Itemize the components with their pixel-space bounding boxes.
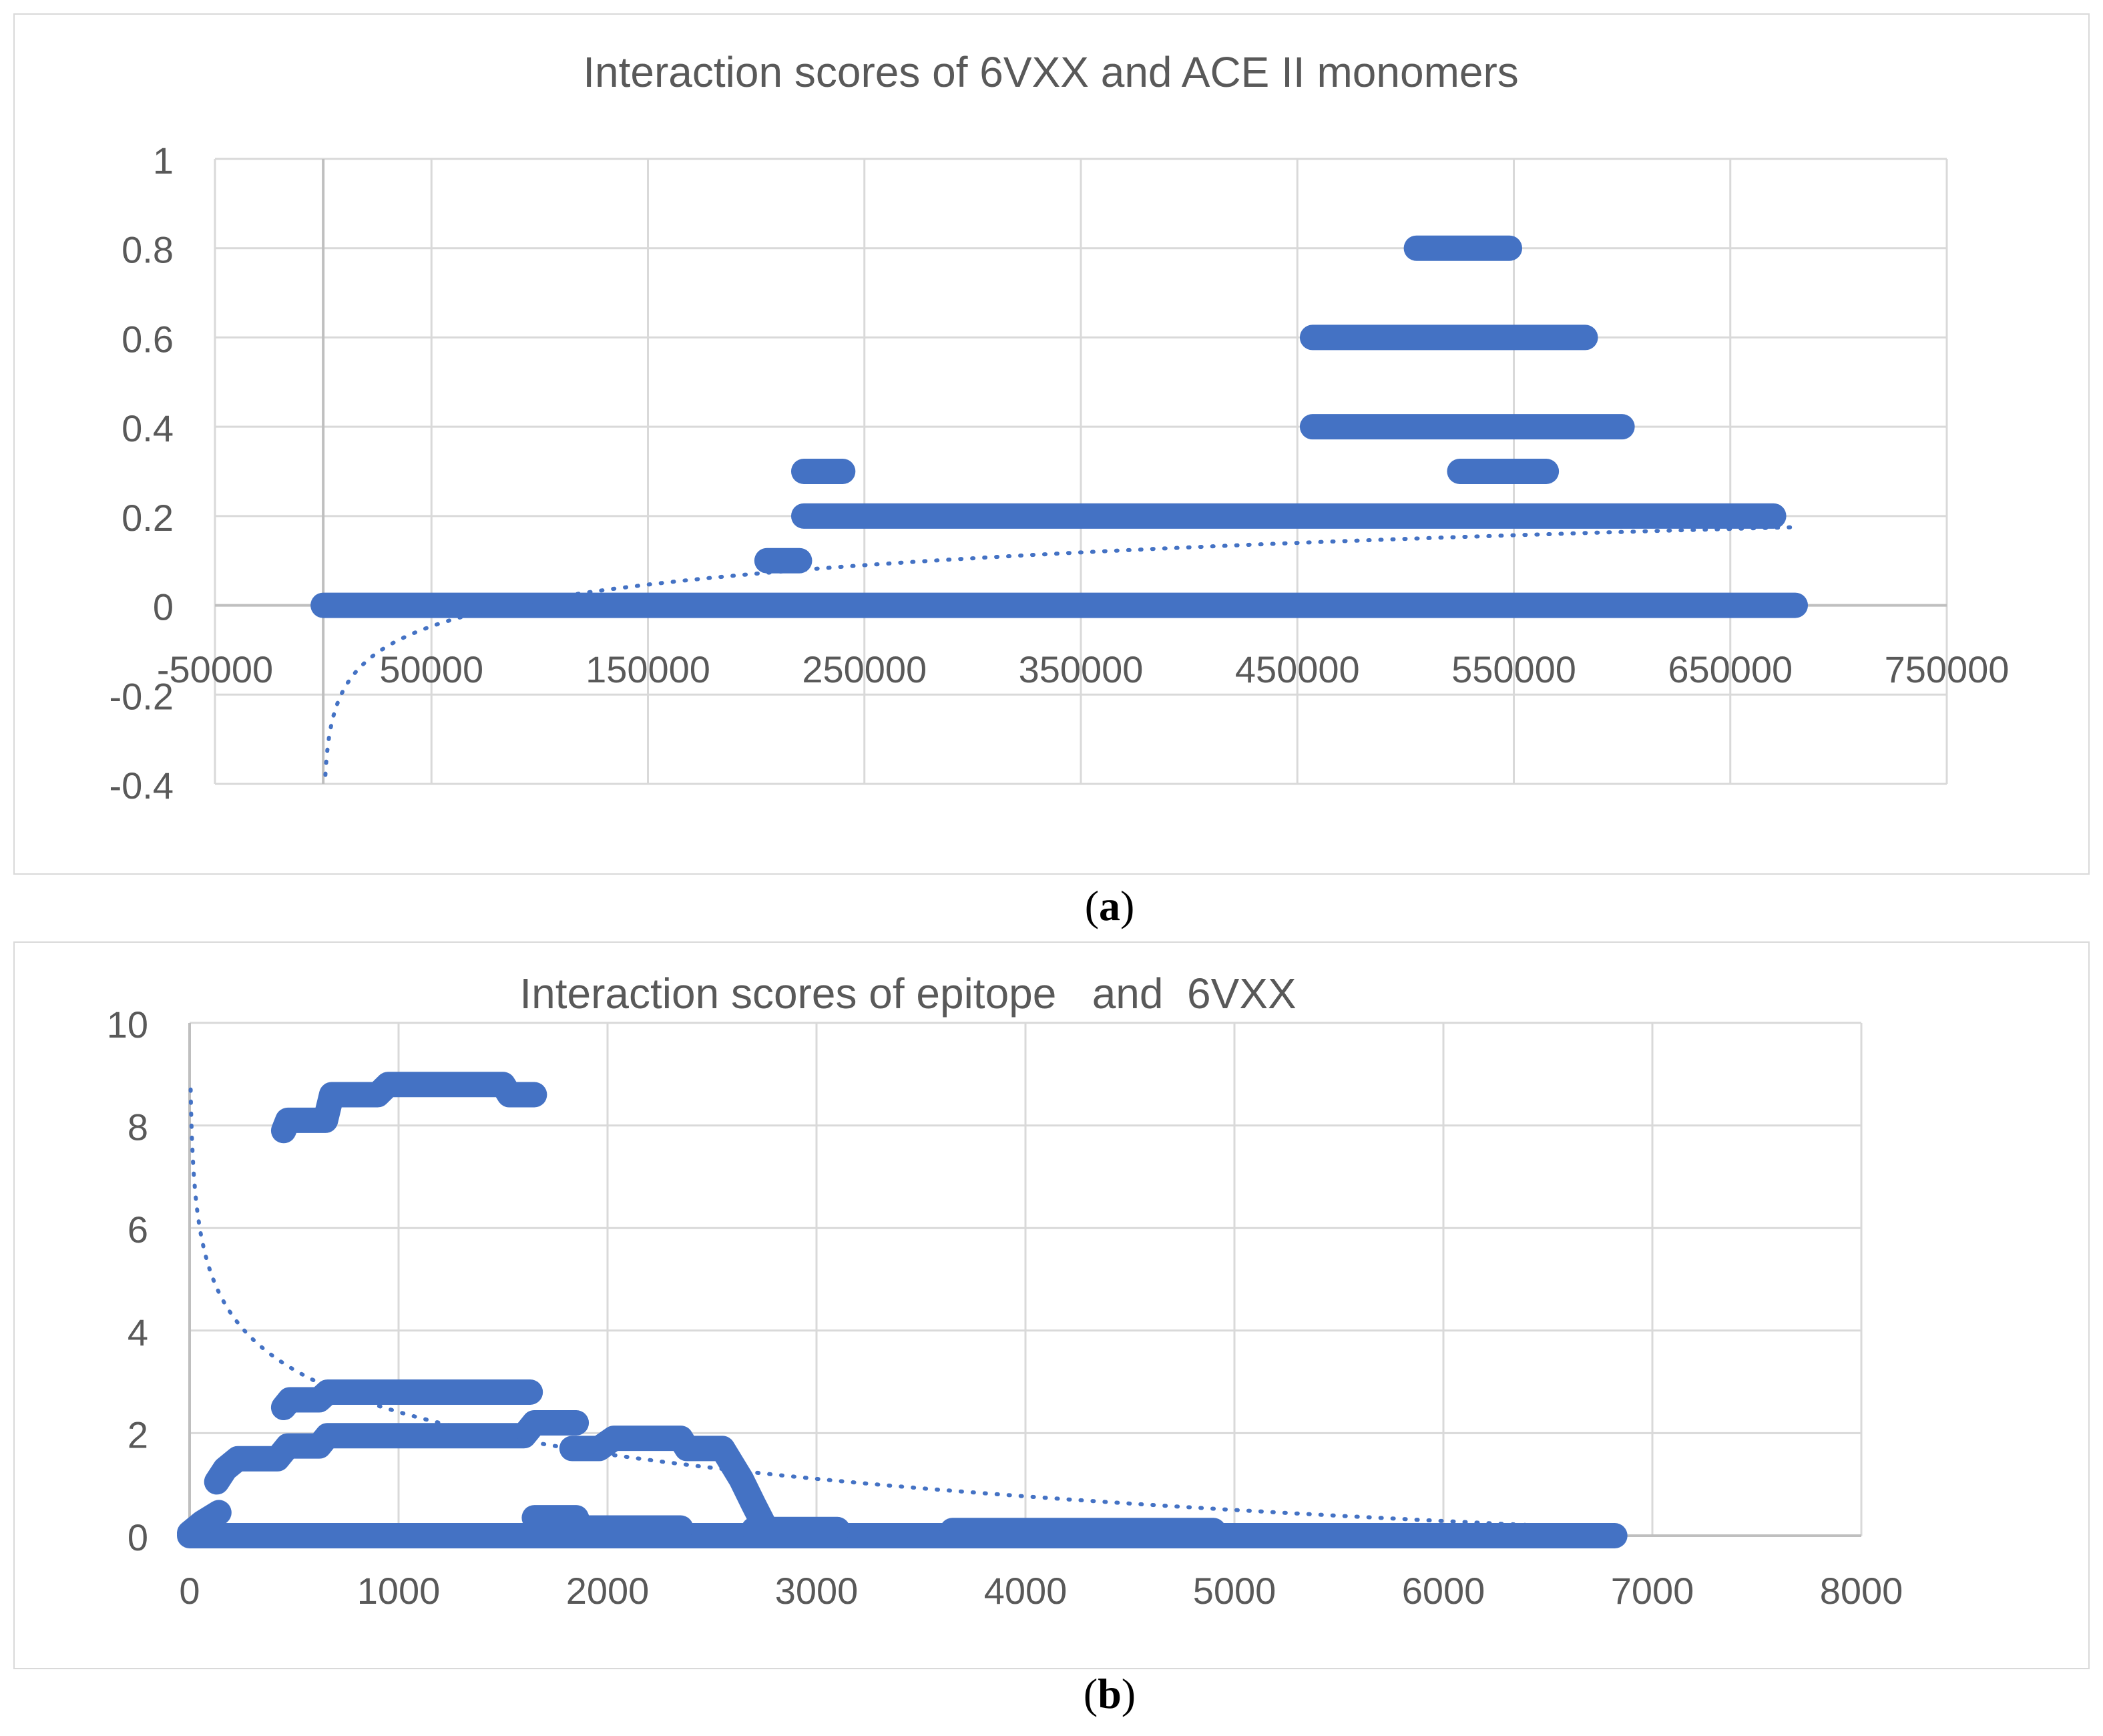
chart-a-title: Interaction scores of 6VXX and ACE II mo… bbox=[583, 48, 1519, 96]
chart-a-y-tick-label: -0.2 bbox=[109, 675, 174, 717]
chart-b-y-tick-label: 10 bbox=[107, 1004, 148, 1046]
chart-b-x-tick-label: 7000 bbox=[1611, 1570, 1694, 1612]
chart-b-data-band bbox=[270, 1379, 543, 1420]
chart-b-y-tick-label: 6 bbox=[128, 1209, 148, 1251]
chart-b-x-tick-label: 3000 bbox=[775, 1570, 859, 1612]
chart-b-y-tick-label: 2 bbox=[128, 1414, 148, 1456]
chart-a-x-tick-label: 50000 bbox=[379, 648, 483, 690]
chart-b-y-tick-label: 4 bbox=[128, 1311, 148, 1353]
chart-b-x-tick-label: 5000 bbox=[1193, 1570, 1276, 1612]
chart-a-x-tick-label: 450000 bbox=[1235, 648, 1360, 690]
chart-a-panel: Interaction scores of 6VXX and ACE II mo… bbox=[13, 13, 2090, 875]
chart-b-x-tick-label: 8000 bbox=[1820, 1570, 1903, 1612]
chart-a-x-tick-label: 150000 bbox=[586, 648, 710, 690]
chart-b-data-band bbox=[270, 1072, 547, 1144]
chart-a-y-tick-label: -0.4 bbox=[109, 765, 174, 807]
chart-a-x-tick-label: 750000 bbox=[1885, 648, 2010, 690]
chart-b-trendline bbox=[188, 1087, 1540, 1528]
chart-b-x-tick-label: 4000 bbox=[984, 1570, 1068, 1612]
chart-a-svg: Interaction scores of 6VXX and ACE II mo… bbox=[109, 48, 2010, 807]
chart-a-x-tick-label: 250000 bbox=[802, 648, 927, 690]
chart-b-x-tick-label: 6000 bbox=[1402, 1570, 1485, 1612]
caption-b-letter: b bbox=[1098, 1670, 1122, 1717]
chart-b-x-tick-label: 0 bbox=[179, 1570, 200, 1612]
chart-a-y-tick-label: 0.2 bbox=[122, 497, 174, 539]
chart-b-data-band bbox=[521, 1505, 694, 1541]
chart-b-title: Interaction scores of epitope and 6VXX bbox=[519, 969, 1296, 1018]
chart-a-x-tick-label: 550000 bbox=[1451, 648, 1576, 690]
chart-b-y-tick-label: 8 bbox=[128, 1106, 148, 1148]
chart-a-x-tick-label: 650000 bbox=[1668, 648, 1793, 690]
chart-a-y-tick-label: 1 bbox=[153, 140, 174, 182]
chart-b-x-tick-label: 1000 bbox=[357, 1570, 441, 1612]
chart-b-svg: Interaction scores of epitope and 6VXX 0… bbox=[107, 969, 1903, 1612]
chart-b-data-band bbox=[559, 1426, 777, 1538]
chart-b-data-band bbox=[204, 1410, 590, 1495]
chart-a-y-tick-label: 0 bbox=[153, 586, 174, 628]
chart-a-y-tick-label: 0.8 bbox=[122, 229, 174, 271]
caption-b: (b) bbox=[1083, 1670, 1136, 1717]
caption-a: (a) bbox=[1084, 882, 1135, 929]
chart-a-y-tick-label: 0.6 bbox=[122, 318, 174, 360]
chart-a-y-tick-label: 0.4 bbox=[122, 407, 174, 449]
chart-b-data-band bbox=[177, 1500, 232, 1546]
chart-b-panel: Interaction scores of epitope and 6VXX 0… bbox=[13, 941, 2090, 1669]
caption-a-letter: a bbox=[1099, 882, 1120, 929]
chart-a-x-tick-label: -50000 bbox=[157, 648, 273, 690]
chart-b-y-tick-label: 0 bbox=[128, 1516, 148, 1558]
chart-a-x-tick-label: 350000 bbox=[1019, 648, 1144, 690]
chart-b-x-tick-label: 2000 bbox=[566, 1570, 650, 1612]
